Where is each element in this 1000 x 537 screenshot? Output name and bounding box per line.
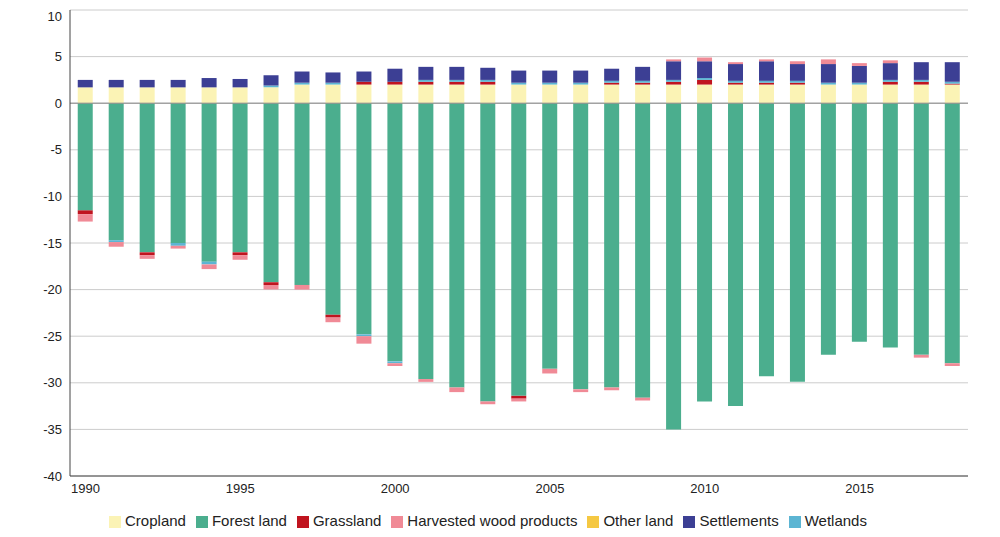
svg-text:-30: -30 xyxy=(43,375,62,390)
html-text:Grassland: Grassland xyxy=(313,512,382,529)
svg-text:-5: -5 xyxy=(50,142,62,157)
svg-text:2000: 2000 xyxy=(381,481,410,496)
html-text:Wetlands: Wetlands xyxy=(804,512,867,529)
svg-text:-15: -15 xyxy=(43,236,62,251)
html-text:Settlements: Settlements xyxy=(699,512,779,529)
svg-text:-20: -20 xyxy=(43,282,62,297)
svg-text:-35: -35 xyxy=(43,422,62,437)
svg-text:10: 10 xyxy=(48,9,62,24)
svg-text:2005: 2005 xyxy=(536,481,565,496)
svg-text:-25: -25 xyxy=(43,329,62,344)
svg-text:1990: 1990 xyxy=(71,481,100,496)
svg-text:2015: 2015 xyxy=(845,481,874,496)
html-text:Other land: Other land xyxy=(603,512,674,529)
svg-text:-40: -40 xyxy=(43,469,62,484)
svg-text:5: 5 xyxy=(55,49,62,64)
svg-text:2010: 2010 xyxy=(690,481,719,496)
svg-text:-10: -10 xyxy=(43,189,62,204)
html-text:Harvested wood products: Harvested wood products xyxy=(407,512,578,529)
html-text:Cropland: Cropland xyxy=(125,512,186,529)
svg-text:0: 0 xyxy=(55,96,62,111)
svg-text:1995: 1995 xyxy=(226,481,255,496)
html-text:Forest land: Forest land xyxy=(211,512,287,529)
